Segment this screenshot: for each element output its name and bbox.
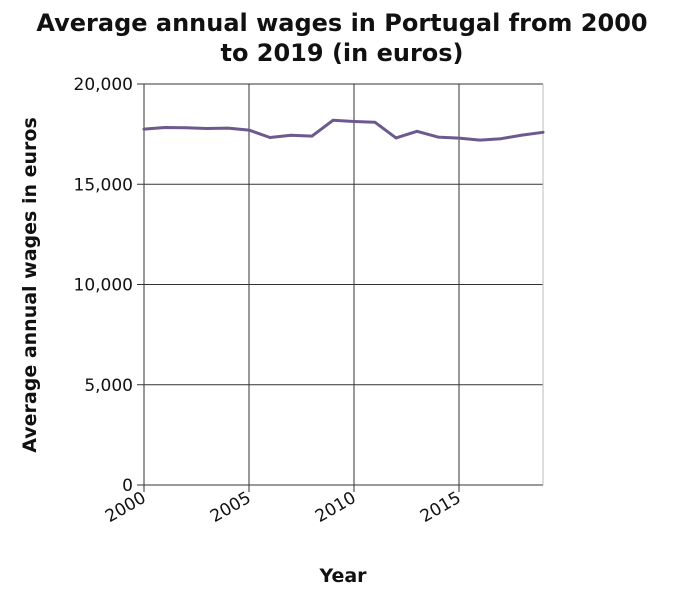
y-axis-ticks: 0 5,000 10,000 15,000 20,000	[74, 75, 144, 496]
y-tick-label: 10,000	[74, 276, 133, 296]
data-point	[542, 131, 545, 134]
y-tick-label: 5,000	[84, 376, 133, 396]
data-point	[353, 120, 356, 123]
data-point	[290, 134, 293, 137]
data-point	[248, 129, 251, 132]
y-tick-label: 15,000	[74, 175, 133, 195]
y-axis-label: Average annual wages in euros	[19, 117, 41, 453]
chart-title-line-2: to 2019 (in euros)	[220, 39, 463, 67]
data-point	[206, 127, 209, 130]
x-axis-label: Year	[318, 565, 367, 587]
y-tick-label: 0	[122, 476, 133, 496]
data-point	[332, 119, 335, 122]
data-point	[374, 121, 377, 124]
data-point	[437, 136, 440, 139]
data-point	[143, 128, 146, 131]
data-point	[164, 126, 167, 129]
data-point	[269, 136, 272, 139]
x-tick-label: 2015	[417, 488, 464, 527]
data-point	[458, 137, 461, 140]
data-point	[395, 137, 398, 140]
data-point	[500, 137, 503, 140]
x-tick-label: 2005	[207, 488, 254, 527]
data-point	[227, 127, 230, 130]
data-point	[311, 135, 314, 138]
data-point	[416, 130, 419, 133]
data-point	[479, 139, 482, 142]
x-tick-label: 2010	[312, 488, 359, 527]
data-point	[185, 126, 188, 129]
chart-title-line-1: Average annual wages in Portugal from 20…	[36, 9, 647, 37]
y-tick-label: 20,000	[74, 75, 133, 95]
x-axis-ticks: 2000 2005 2010 2015	[102, 485, 464, 527]
data-point	[521, 134, 524, 137]
